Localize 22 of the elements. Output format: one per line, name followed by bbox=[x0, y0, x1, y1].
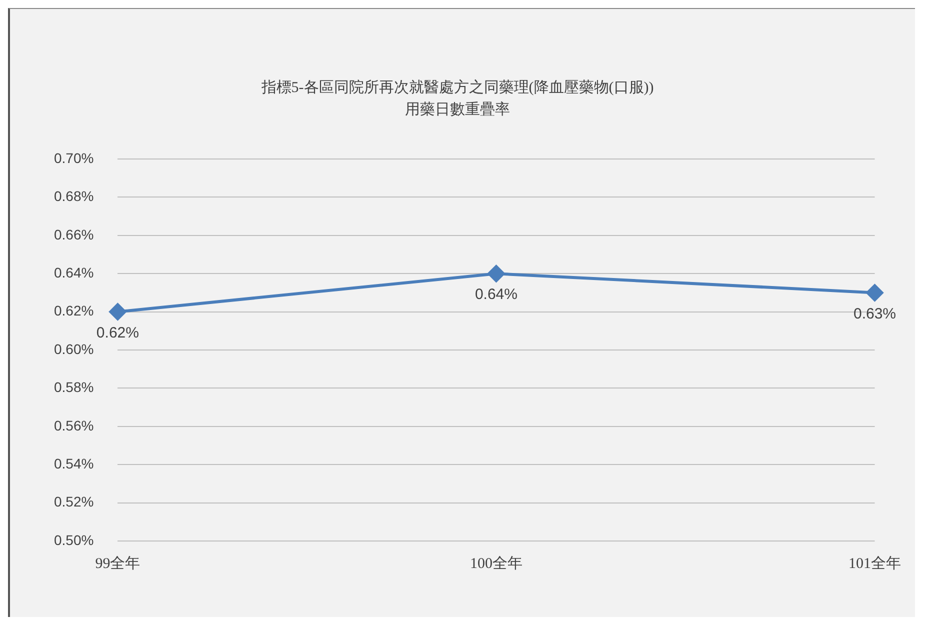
chart-title: 指標5-各區同院所再次就醫處方之同藥理(降血壓藥物(口服)) bbox=[260, 78, 654, 96]
y-tick-label: 0.62% bbox=[54, 302, 94, 319]
y-tick-label: 0.58% bbox=[54, 379, 94, 396]
data-label: 0.64% bbox=[474, 286, 518, 304]
point bbox=[109, 303, 126, 320]
chart-subtitle: 用藥日數重疊率 bbox=[405, 100, 510, 118]
y-tick-label: 0.66% bbox=[54, 226, 94, 242]
y-tick-label: 0.52% bbox=[54, 494, 94, 510]
point bbox=[488, 265, 505, 282]
y-tick-label: 0.64% bbox=[54, 264, 94, 280]
y-tick-label: 0.70% bbox=[54, 150, 94, 166]
point bbox=[866, 284, 884, 302]
y-tick-label: 0.68% bbox=[54, 188, 94, 204]
y-tick-label: 0.54% bbox=[54, 455, 94, 472]
data-label: 0.62% bbox=[96, 324, 139, 342]
x-tick-label: 101全年 bbox=[848, 554, 901, 572]
x-tick-label: 99全年 bbox=[95, 554, 140, 572]
data-label: 0.63% bbox=[853, 305, 896, 322]
y-tick-label: 0.60% bbox=[54, 340, 94, 357]
y-tick-label: 0.50% bbox=[54, 532, 94, 548]
x-tick-label: 100全年 bbox=[470, 554, 522, 572]
y-tick-label: 0.56% bbox=[54, 417, 94, 434]
